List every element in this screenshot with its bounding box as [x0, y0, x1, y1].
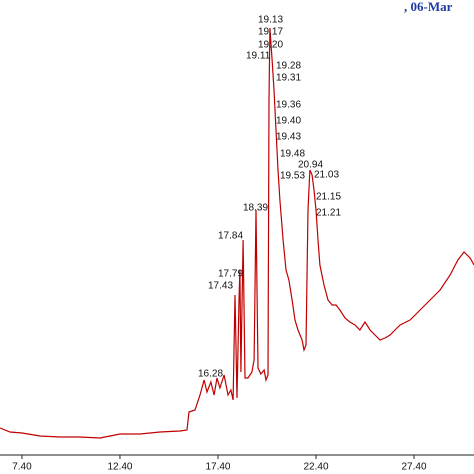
- peak-label: 21.15: [316, 192, 341, 203]
- x-tick-label: 7.40: [12, 462, 32, 473]
- peak-label: 16.28: [198, 369, 223, 380]
- peak-label: 21.21: [316, 208, 341, 219]
- peak-label: 19.53: [280, 171, 305, 182]
- peak-label: 19.36: [276, 100, 301, 111]
- peak-label: 19.40: [276, 116, 301, 127]
- peak-label: 17.84: [218, 231, 243, 242]
- peak-label: 19.31: [276, 73, 301, 84]
- peak-label: 21.03: [314, 170, 339, 181]
- x-tick-label: 17.40: [205, 462, 230, 473]
- x-tick-label: 27.40: [401, 462, 426, 473]
- peak-label: 19.13: [258, 15, 283, 26]
- header-text: , 06-Mar: [404, 0, 453, 14]
- x-tick-label: 22.40: [303, 462, 328, 473]
- peak-label: 20.94: [298, 160, 323, 171]
- peak-label: 19.20: [258, 40, 283, 51]
- trace-line: [0, 27, 474, 439]
- peak-label: 19.11: [246, 51, 271, 62]
- peak-label: 19.17: [258, 27, 283, 38]
- peak-label: 19.28: [276, 61, 301, 72]
- peak-label: 17.43: [208, 281, 233, 292]
- peak-label: 19.43: [276, 132, 301, 143]
- peak-label: 17.79: [218, 269, 243, 280]
- x-tick-label: 12.40: [107, 462, 132, 473]
- peak-label: 19.48: [280, 149, 305, 160]
- peak-label: 18.39: [243, 203, 268, 214]
